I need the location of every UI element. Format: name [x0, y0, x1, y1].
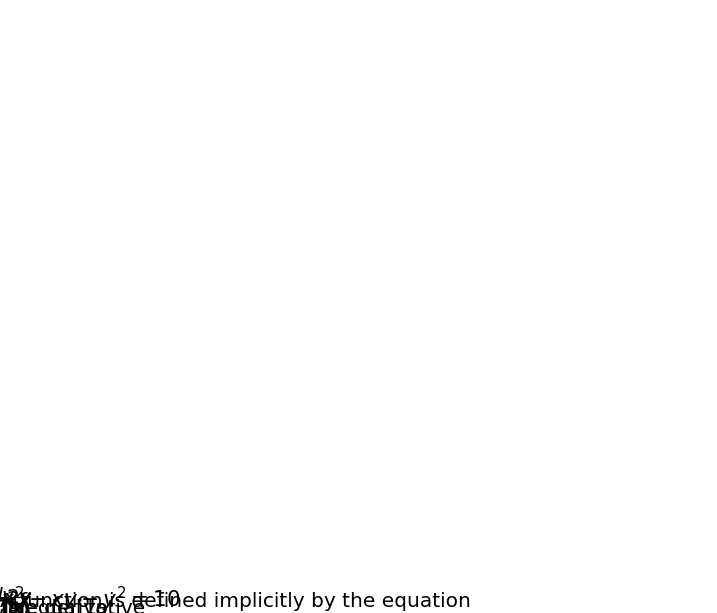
Text: $2x - y$: $2x - y$ [0, 588, 33, 610]
Text: (D): (D) [0, 602, 32, 613]
Text: (C): (C) [0, 601, 30, 613]
Text: $2x - y$: $2x - y$ [0, 609, 33, 613]
Text: $y - 2x$: $y - 2x$ [0, 589, 33, 611]
Text: $2x - y$: $2x - y$ [0, 588, 33, 611]
Text: $dx$: $dx$ [0, 609, 16, 613]
Text: A function is defined implicitly by the equation: A function is defined implicitly by the … [0, 592, 471, 611]
Text: $x - 2y$: $x - 2y$ [0, 611, 33, 613]
Text: $dy$: $dy$ [0, 585, 16, 608]
Text: (B): (B) [0, 601, 30, 613]
Text: The derivative: The derivative [0, 599, 146, 613]
Text: (A): (A) [0, 600, 30, 613]
Text: $x - 2y$: $x - 2y$ [0, 612, 33, 613]
Text: is equal to:: is equal to: [3, 599, 115, 613]
Text: $x + 2y$: $x + 2y$ [0, 610, 33, 613]
Text: $x^2 - xy - y^2 = 10$: $x^2 - xy - y^2 = 10$ [0, 585, 181, 613]
Text: $x - 2y$: $x - 2y$ [0, 587, 33, 609]
